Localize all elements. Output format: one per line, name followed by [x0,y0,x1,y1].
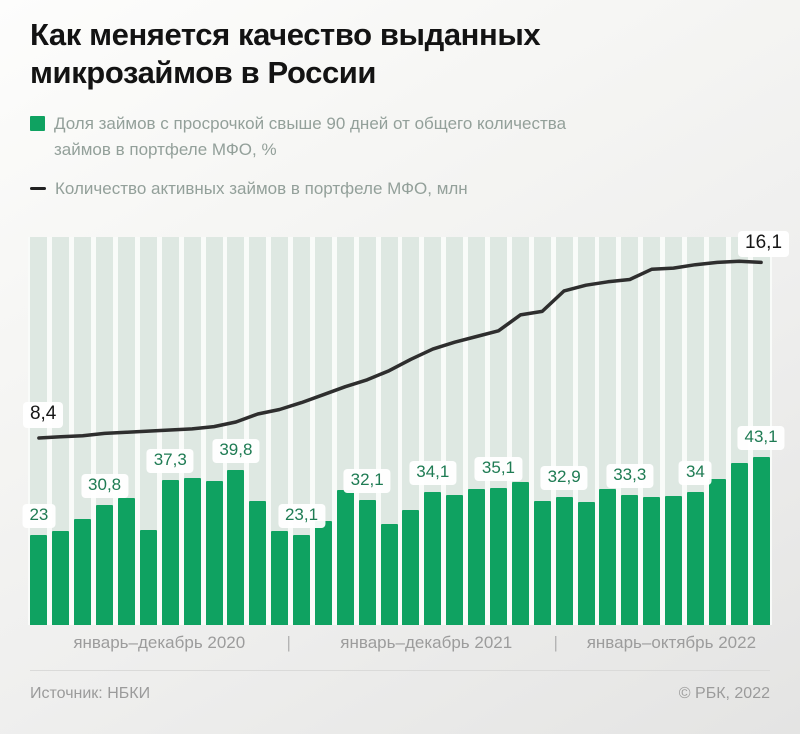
bar-value-label: 37,3 [146,448,194,473]
grid-stripe [52,237,70,625]
x-axis-separator: | [553,633,558,652]
bar [96,504,114,625]
bar [489,488,507,625]
bar [52,531,70,625]
bar-value-label: 34,1 [409,461,457,486]
bar [336,489,354,625]
bar [183,477,201,625]
bar-value-label: 35,1 [474,457,523,482]
legend-bars-label-line-1: Доля займов с просрочкой свыше 90 дней о… [54,114,567,133]
bar [708,479,726,625]
legend-bars-label: Доля займов с просрочкой свыше 90 дней о… [54,111,566,163]
bar-value-label: 32,9 [540,465,588,490]
bar [74,519,92,625]
page-title-line-2: микрозаймов в России [30,55,377,90]
bar-value-label: 23 [22,504,56,529]
legend: Доля займов с просрочкой свыше 90 дней о… [30,111,730,202]
grid-stripe [271,237,289,625]
bar [468,488,486,625]
bar-swatch-icon [30,116,45,131]
line-value-label: 16,1 [738,231,790,258]
line-value-label: 8,4 [22,401,64,428]
page-title-line-1: Как меняется качество выданных [30,17,541,52]
bar [621,495,639,625]
bar [402,509,420,625]
bar-value-label: 43,1 [737,425,785,450]
legend-item-bars: Доля займов с просрочкой свыше 90 дней о… [30,111,730,163]
bar [730,463,748,625]
bar-value-label: 23,1 [277,503,326,528]
bar [511,482,529,625]
x-axis-group-2020: январь–декабрь 2020 [73,633,246,652]
footer: Источник: НБКИ © РБК, 2022 [30,685,770,703]
line-swatch-icon [30,187,46,190]
bar-value-label: 33,3 [606,464,654,489]
x-axis-group-2021: январь–декабрь 2021 [340,633,513,652]
bar [643,496,661,625]
bar [577,502,595,625]
copyright-label: © РБК, 2022 [678,685,770,702]
x-axis-separator: | [286,633,291,652]
bar [30,535,48,625]
x-axis-group-2022: январь–октябрь 2022 [586,633,757,652]
bar-value-label: 39,8 [212,438,260,463]
bar [665,495,683,625]
bar [380,524,398,625]
bar [533,501,551,625]
bar [227,469,245,625]
chart-plot: 23 30,8 37,3 39,8 23,1 32,1 34,1 35,1 32,9 33,3 34… [22,231,790,625]
bar [161,479,179,625]
footer-divider [30,670,770,671]
bar [555,496,573,625]
bar [139,529,157,625]
legend-item-line: Количество активных займов в портфеле МФ… [30,176,730,202]
line-series [37,259,763,440]
bar [358,499,376,625]
bar-value-label: 34 [678,461,712,486]
bar [314,521,332,625]
bar [752,456,770,625]
bar-value-label: 30,8 [81,473,129,498]
source-label: Источник: НБКИ [30,685,151,702]
bar [424,492,442,625]
x-axis: январь–декабрь 2020 | январь–декабрь 202… [28,633,772,653]
bar [446,495,464,625]
bar [293,534,311,625]
bar-value-label: 32,1 [343,468,391,493]
bar [686,492,704,625]
legend-bars-label-line-2: займов в портфеле МФО, % [54,140,277,159]
bar [599,489,617,625]
grid-stripe [293,237,311,625]
bar [249,500,267,625]
bar [117,497,135,625]
bar [271,531,289,625]
bar [205,481,223,625]
legend-line-label: Количество активных займов в портфеле МФ… [55,179,468,198]
page-title: Как меняется качество выданных микрозайм… [30,16,670,92]
